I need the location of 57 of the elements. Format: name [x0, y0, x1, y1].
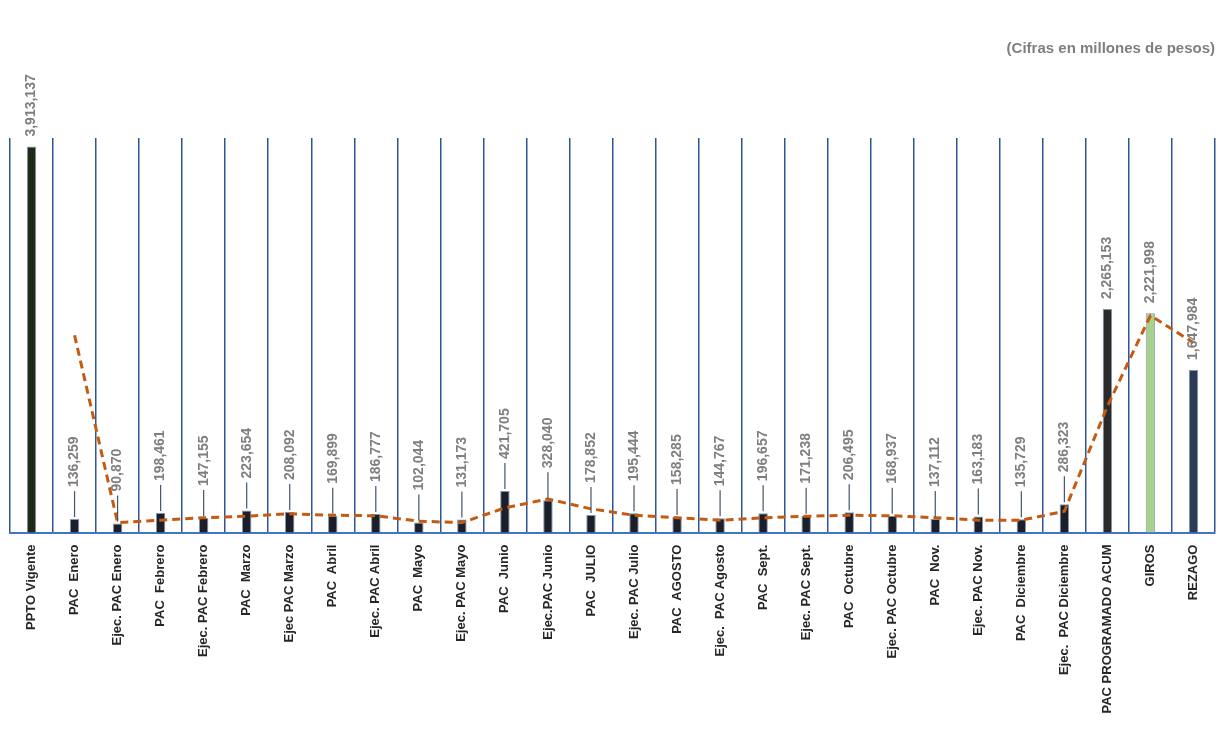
data-label: 421,705 [495, 408, 512, 459]
x-tick-label: PAC Enero [66, 544, 82, 616]
x-tick-label: Ejec. PAC Julio [625, 544, 641, 639]
x-tick-label: PAC Febrero [152, 544, 168, 627]
data-label: 144,767 [710, 435, 727, 487]
x-tick-label: Ejec. PAC Mayo [453, 544, 469, 642]
data-label: 208,092 [280, 429, 297, 480]
data-label: 1,647,984 [1184, 297, 1201, 360]
x-tick-label: PAC Marzo [238, 544, 254, 616]
data-label: 328,040 [538, 417, 555, 469]
data-label: 223,654 [237, 427, 254, 479]
data-label: 169,899 [323, 432, 340, 484]
x-tick-label: Ejec. PAC Diciembre [1055, 544, 1071, 676]
data-label: 206,495 [840, 429, 857, 481]
data-label: 136,259 [65, 436, 82, 488]
x-tick-label: GIROS [1142, 544, 1158, 587]
x-tick-label: Ejec PAC Marzo [281, 544, 297, 643]
x-tick-label: PAC AGOSTO [668, 544, 684, 634]
x-tick-label: PAC Junio [496, 544, 512, 613]
x-tick-label: REZAGO [1185, 544, 1201, 601]
x-tick-label: PAC Abril [324, 544, 340, 608]
data-label: 186,777 [366, 431, 383, 483]
data-label: 147,155 [194, 435, 211, 487]
x-tick-label: PAC Octubre [840, 544, 856, 629]
x-tick-label: Ejec. PAC Nov. [969, 544, 985, 636]
chart-title: (Cifras en millones de pesos) [1006, 39, 1215, 57]
data-label: 198,461 [151, 430, 168, 481]
data-label: 171,238 [797, 432, 814, 484]
x-tick-label: PAC JULIO [582, 544, 598, 617]
data-label: 137,112 [926, 436, 943, 487]
x-tick-label: Ejec. PAC Octubre [883, 544, 899, 659]
data-label: 163,183 [969, 433, 986, 485]
x-tick-label: Ejec. PAC Enero [109, 544, 125, 646]
data-label: 102,044 [409, 439, 426, 491]
data-label: 178,852 [581, 432, 598, 483]
data-label: 135,729 [1012, 436, 1029, 488]
x-tick-label: PAC Mayo [410, 544, 426, 612]
data-label: 195,444 [624, 430, 641, 482]
x-tick-label: Ejec. PAC Febrero [195, 544, 211, 657]
x-tick-label: Ejec.PAC Junio [539, 544, 555, 640]
x-tick-label: PAC PROGRAMADO ACUM [1098, 544, 1114, 714]
data-label: 2,265,153 [1098, 236, 1115, 300]
x-tick-label: Ejec. PAC Agosto [711, 544, 727, 657]
data-label: 286,323 [1055, 421, 1072, 473]
data-label: 158,285 [667, 434, 684, 485]
data-label: 3,913,137 [22, 74, 39, 137]
data-label: 90,870 [108, 448, 125, 492]
data-label: 168,937 [883, 433, 900, 484]
x-tick-label: PPTO Vigente [23, 544, 39, 631]
x-tick-label: PAC Diciembre [1012, 544, 1028, 642]
x-tick-label: PAC Sept. [754, 544, 770, 611]
data-label: 2,221,998 [1141, 240, 1158, 304]
x-tick-label: PAC Nov. [926, 544, 942, 606]
x-tick-label: Ejec. PAC Abril [367, 544, 383, 638]
x-tick-label: Ejec. PAC Sept. [797, 544, 813, 641]
data-label: 196,657 [753, 430, 770, 482]
data-label: 131,173 [452, 436, 469, 488]
